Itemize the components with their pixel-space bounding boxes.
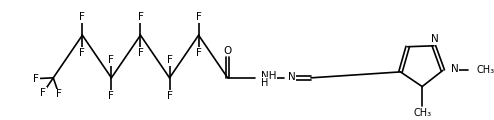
Text: F: F	[109, 91, 114, 101]
Text: F: F	[196, 12, 202, 22]
Text: F: F	[80, 12, 85, 22]
Text: F: F	[80, 48, 85, 58]
Text: F: F	[137, 48, 143, 58]
Text: NH: NH	[261, 71, 276, 81]
Text: F: F	[33, 74, 39, 84]
Text: F: F	[196, 48, 202, 58]
Text: F: F	[56, 89, 62, 99]
Text: N: N	[288, 72, 295, 82]
Text: H: H	[261, 78, 268, 88]
Text: CH₃: CH₃	[477, 65, 494, 75]
Text: O: O	[223, 46, 232, 56]
Text: F: F	[166, 55, 172, 65]
Text: F: F	[109, 55, 114, 65]
Text: N: N	[431, 34, 439, 44]
Text: F: F	[166, 91, 172, 101]
Text: N: N	[451, 64, 458, 74]
Text: F: F	[40, 88, 46, 98]
Text: F: F	[137, 12, 143, 22]
Text: CH₃: CH₃	[413, 108, 431, 118]
